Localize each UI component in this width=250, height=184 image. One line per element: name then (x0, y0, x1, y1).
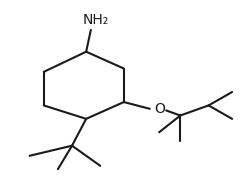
Text: NH₂: NH₂ (82, 13, 109, 26)
Text: O: O (154, 102, 165, 116)
